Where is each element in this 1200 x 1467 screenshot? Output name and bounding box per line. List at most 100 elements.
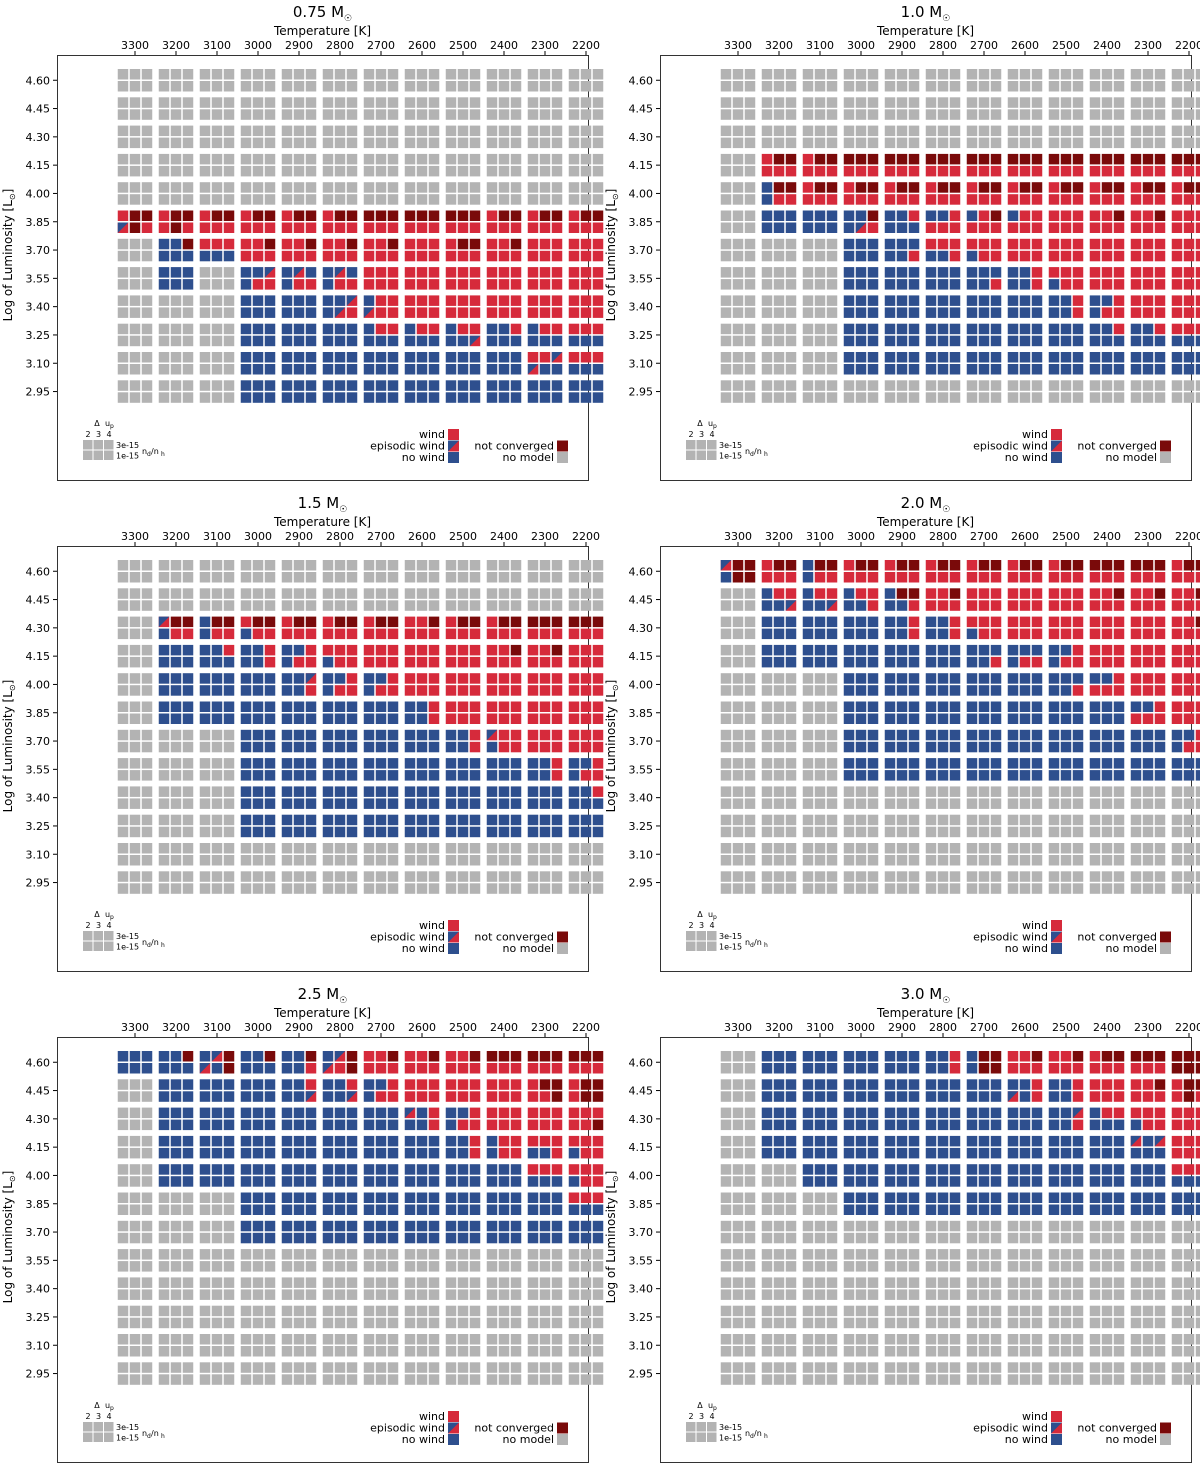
model-cell (293, 1063, 305, 1074)
model-cell (949, 685, 961, 696)
model-cell (486, 826, 498, 838)
no-model-cell (199, 295, 211, 306)
model-cell (978, 352, 990, 363)
no-model-cell (527, 182, 539, 193)
no-model-cell (744, 798, 756, 809)
model-cell (908, 250, 920, 262)
no-model-cell (1171, 798, 1183, 809)
no-model-cell (182, 1220, 194, 1232)
model-cell (568, 307, 580, 318)
model-cell (416, 758, 428, 769)
no-model-cell (141, 238, 153, 250)
model-cell-group (445, 238, 481, 262)
no-model-cell (117, 883, 129, 894)
model-cell-group (322, 814, 358, 838)
model-cell-group (925, 701, 961, 724)
model-cell (1130, 656, 1142, 668)
no-model-cell (346, 883, 358, 894)
model-cell (1195, 560, 1200, 571)
model-cell (486, 713, 498, 724)
model-cell (568, 1164, 580, 1175)
no-model-cell (773, 267, 785, 278)
model-cell (855, 616, 867, 628)
model-cell (498, 279, 510, 290)
model-cell (498, 250, 510, 262)
no-model-cell (1154, 883, 1166, 894)
no-model-cell (773, 871, 785, 882)
model-cell-group (445, 644, 481, 668)
model-cell (293, 1135, 305, 1147)
no-model-cell (732, 250, 744, 262)
model-cell (387, 1147, 399, 1159)
model-cell (293, 335, 305, 347)
no-model-cell (141, 729, 153, 741)
no-model-cell (498, 883, 510, 894)
model-cell (322, 616, 334, 628)
no-model-cell (720, 323, 732, 335)
no-model-cell (527, 560, 539, 571)
model-cell (539, 1079, 551, 1090)
no-model-cell (814, 843, 826, 854)
model-cell (445, 267, 457, 278)
model-cell (469, 729, 481, 741)
no-model-cell (211, 392, 223, 403)
model-cell (1142, 182, 1154, 193)
no-model-cell (1089, 97, 1101, 108)
model-cell (843, 644, 855, 656)
no-model-cell (978, 137, 990, 149)
model-cell-group (527, 182, 563, 205)
model-cell (416, 713, 428, 724)
model-cell (240, 1204, 252, 1215)
model-cell (568, 1119, 580, 1131)
model-cell (510, 644, 522, 656)
model-cell (346, 1119, 358, 1131)
model-cell (375, 352, 387, 363)
no-model-cell (720, 644, 732, 656)
model-cell-group (1171, 352, 1200, 375)
model-cell (773, 222, 785, 233)
model-cell (551, 323, 563, 335)
no-model-cell (498, 153, 510, 165)
model-cell (1031, 210, 1043, 221)
model-cell (1171, 194, 1183, 205)
no-model-cell (966, 69, 978, 80)
no-model-cell (785, 137, 797, 149)
model-cell (773, 628, 785, 640)
model-cell-group (884, 729, 920, 753)
no-model-cell (182, 364, 194, 375)
model-cell (539, 1164, 551, 1175)
no-model-cell (1154, 786, 1166, 797)
model-cell (1113, 685, 1125, 696)
no-model-cell (1183, 798, 1195, 809)
no-model-cell (1101, 814, 1113, 826)
model-cell (346, 741, 358, 753)
model-cell-group (281, 125, 317, 149)
model-cell (498, 798, 510, 809)
model-cell (773, 165, 785, 177)
model-cell-group (281, 701, 317, 724)
model-cell (884, 267, 896, 278)
x-tick-label: 3100 (203, 530, 231, 543)
model-cell (966, 153, 978, 165)
no-model-cell (211, 1204, 223, 1215)
model-cell (785, 222, 797, 233)
no-model-cell (158, 572, 170, 583)
model-cell (293, 1164, 305, 1175)
model-cell-group (966, 380, 1002, 403)
model-cell (387, 729, 399, 741)
model-cell (252, 352, 264, 363)
model-cell (375, 1063, 387, 1074)
model-cell (346, 798, 358, 809)
no-model-cell (1142, 786, 1154, 797)
no-model-cell (293, 843, 305, 854)
no-model-cell (1130, 814, 1142, 826)
no-model-cell (457, 883, 469, 894)
model-cell (568, 826, 580, 838)
no-model-cell (1060, 125, 1072, 137)
model-cell (416, 814, 428, 826)
model-cell (855, 210, 867, 221)
model-cell (469, 210, 481, 221)
model-cell (884, 295, 896, 306)
no-model-cell (170, 364, 182, 375)
